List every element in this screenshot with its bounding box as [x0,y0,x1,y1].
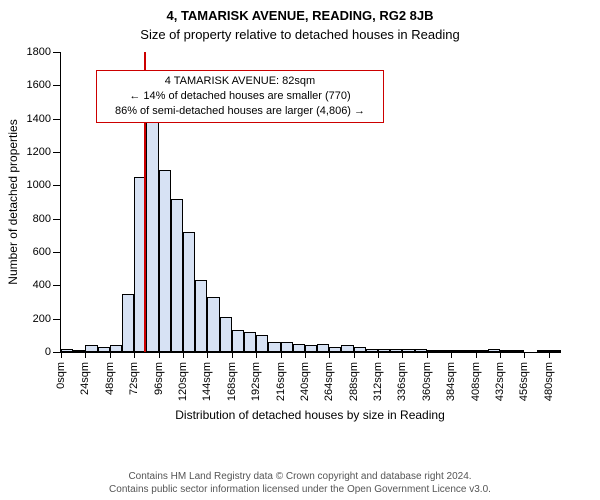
y-tick-label: 1400 [27,113,61,125]
footer-attribution: Contains HM Land Registry data © Crown c… [0,470,600,496]
histogram-bar [110,345,122,352]
x-axis-title: Distribution of detached houses by size … [60,408,560,422]
annotation-line: 4 TAMARISK AVENUE: 82sqm [105,74,375,89]
y-tick-label: 800 [33,213,61,225]
footer-line-1: Contains HM Land Registry data © Crown c… [0,470,600,483]
y-tick-label: 400 [33,279,61,291]
y-tick-label: 1600 [27,79,61,91]
annotation-line: ← 14% of detached houses are smaller (77… [105,89,375,104]
histogram-bar [195,280,207,352]
histogram-bar [305,345,317,352]
histogram-bar [171,199,183,352]
annotation-box: 4 TAMARISK AVENUE: 82sqm← 14% of detache… [96,70,384,123]
histogram-bar [159,170,171,352]
histogram-bar [85,345,97,352]
y-tick-label: 1200 [27,146,61,158]
y-axis-title: Number of detached properties [6,119,20,284]
plot-region: Number of detached properties 0200400600… [60,52,561,353]
page-subtitle: Size of property relative to detached ho… [0,23,600,42]
histogram-bar [207,297,219,352]
histogram-bar [183,232,195,352]
histogram-bar [256,335,268,352]
histogram-bar [220,317,232,352]
annotation-line: 86% of semi-detached houses are larger (… [105,104,375,119]
histogram-bar [268,342,280,352]
histogram-bar [341,345,353,352]
histogram-bar [122,294,134,352]
y-tick-label: 1800 [27,46,61,58]
histogram-bar [281,342,293,352]
histogram-bar [146,114,158,352]
histogram-bar [244,332,256,352]
chart-area: Number of detached properties 0200400600… [60,52,580,392]
y-tick-label: 0 [45,346,61,358]
y-tick-label: 600 [33,246,61,258]
footer-line-2: Contains public sector information licen… [0,483,600,496]
histogram-bar [293,344,305,352]
page-title: 4, TAMARISK AVENUE, READING, RG2 8JB [0,0,600,23]
y-tick-label: 1000 [27,179,61,191]
histogram-bar [232,330,244,352]
histogram-bar [317,344,329,352]
y-tick-label: 200 [33,313,61,325]
